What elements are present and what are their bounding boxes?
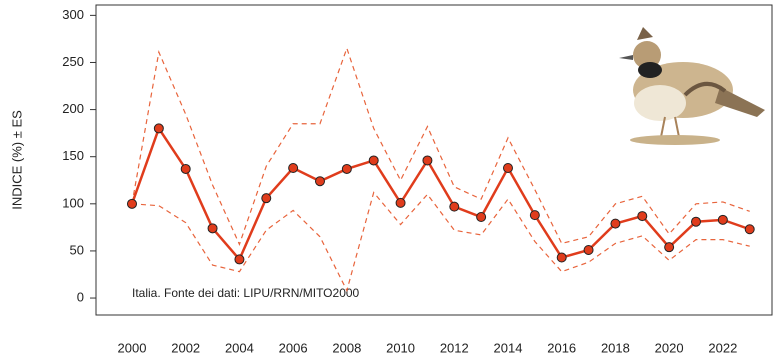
point: [502, 163, 513, 174]
x-tick-label: 2000: [118, 340, 147, 355]
x-tick-label: 2014: [494, 340, 523, 355]
y-tick-label: 100: [62, 195, 84, 210]
y-tick-label: 200: [62, 101, 84, 116]
point: [583, 244, 594, 255]
index-line: [130, 125, 751, 262]
point: [690, 216, 701, 227]
y-tick-label: 50: [70, 242, 84, 257]
y-tick-label: 150: [62, 148, 84, 163]
plot-frame: [95, 4, 773, 316]
bird-illustration: [619, 27, 765, 145]
point: [288, 163, 299, 174]
y-tick-label: 300: [62, 7, 84, 22]
x-tick-label: 2018: [601, 340, 630, 355]
x-tick-label: 2022: [708, 340, 737, 355]
point: [717, 214, 728, 225]
point: [153, 123, 164, 134]
point: [341, 163, 352, 174]
point: [529, 210, 540, 221]
point: [261, 193, 272, 204]
point: [664, 242, 675, 253]
error-line: [131, 191, 750, 293]
point: [126, 198, 137, 209]
error-line: [131, 46, 750, 246]
source-note: Italia. Fonte dei dati: LIPU/RRN/MITO200…: [132, 286, 360, 300]
x-tick-label: 2012: [440, 340, 469, 355]
x-tick-label: 2004: [225, 340, 254, 355]
x-tick-label: 2016: [547, 340, 576, 355]
point: [556, 252, 567, 263]
point: [610, 218, 621, 229]
y-tick-label: 0: [77, 289, 84, 304]
y-tick-label: 250: [62, 54, 84, 69]
point: [368, 155, 379, 166]
point: [180, 163, 191, 174]
point: [744, 224, 755, 235]
x-tick-label: 2008: [332, 340, 361, 355]
point: [422, 155, 433, 166]
x-tick-label: 2002: [171, 340, 200, 355]
point: [449, 201, 460, 212]
point: [314, 176, 325, 187]
point: [207, 223, 218, 234]
point: [637, 211, 648, 222]
point: [476, 212, 487, 223]
x-tick-label: 2020: [655, 340, 684, 355]
point: [234, 254, 245, 265]
point: [395, 197, 406, 208]
x-tick-label: 2006: [279, 340, 308, 355]
y-axis-label: INDICE (%) ± ES: [9, 110, 24, 210]
x-tick-label: 2010: [386, 340, 415, 355]
